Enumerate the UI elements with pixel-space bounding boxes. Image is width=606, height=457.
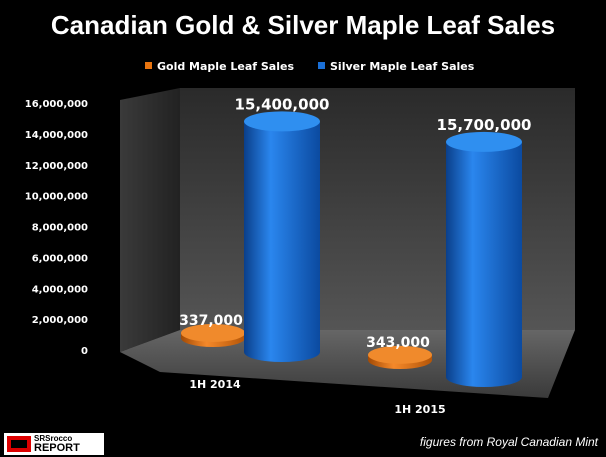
y-tick-label: 6,000,000 (32, 253, 88, 264)
bar-gold-0 (181, 323, 245, 347)
bar-gold-1 (368, 345, 432, 369)
legend-label: Silver Maple Leaf Sales (330, 60, 475, 73)
y-tick-label: 16,000,000 (25, 99, 88, 110)
data-label: 15,400,000 (235, 95, 330, 113)
chart-title: Canadian Gold & Silver Maple Leaf Sales (50, 10, 556, 40)
y-tick-label: 4,000,000 (32, 284, 88, 295)
data-label: 343,000 (366, 335, 430, 351)
y-tick-label: 12,000,000 (25, 161, 88, 172)
legend: Gold Maple Leaf Sales Silver Maple Leaf S… (145, 60, 475, 73)
logo-line2: REPORT (34, 441, 80, 454)
bar-silver-1 (446, 131, 522, 387)
bars: 1H 2014 337,000 15,400,000 1H 2015 343,000 15… (179, 95, 531, 416)
y-tick-label: 14,000,000 (25, 130, 88, 141)
side-wall (120, 88, 180, 352)
data-label: 337,000 (179, 313, 243, 329)
y-tick-label: 2,000,000 (32, 315, 88, 326)
logo-line1: SRSrocco (34, 433, 73, 443)
bar-silver-0 (244, 111, 320, 362)
data-label: 15,700,000 (437, 116, 532, 134)
y-tick-label: 0 (81, 346, 88, 357)
logo-flag-icon (7, 436, 31, 452)
y-tick-label: 8,000,000 (32, 223, 88, 234)
legend-swatch (145, 62, 152, 69)
legend-label: Gold Maple Leaf Sales (157, 60, 294, 73)
x-tick-label: 1H 2014 (189, 378, 241, 391)
y-axis: 0 2,000,000 4,000,000 6,000,000 8,000,000 10,… (25, 99, 88, 357)
y-tick-label: 10,000,000 (25, 192, 88, 203)
x-tick-label: 1H 2015 (394, 403, 445, 416)
srsrocco-logo: SRSrocco REPORT (4, 433, 104, 455)
source-note: figures from Royal Canadian Mint (419, 435, 598, 449)
legend-swatch (318, 62, 325, 69)
